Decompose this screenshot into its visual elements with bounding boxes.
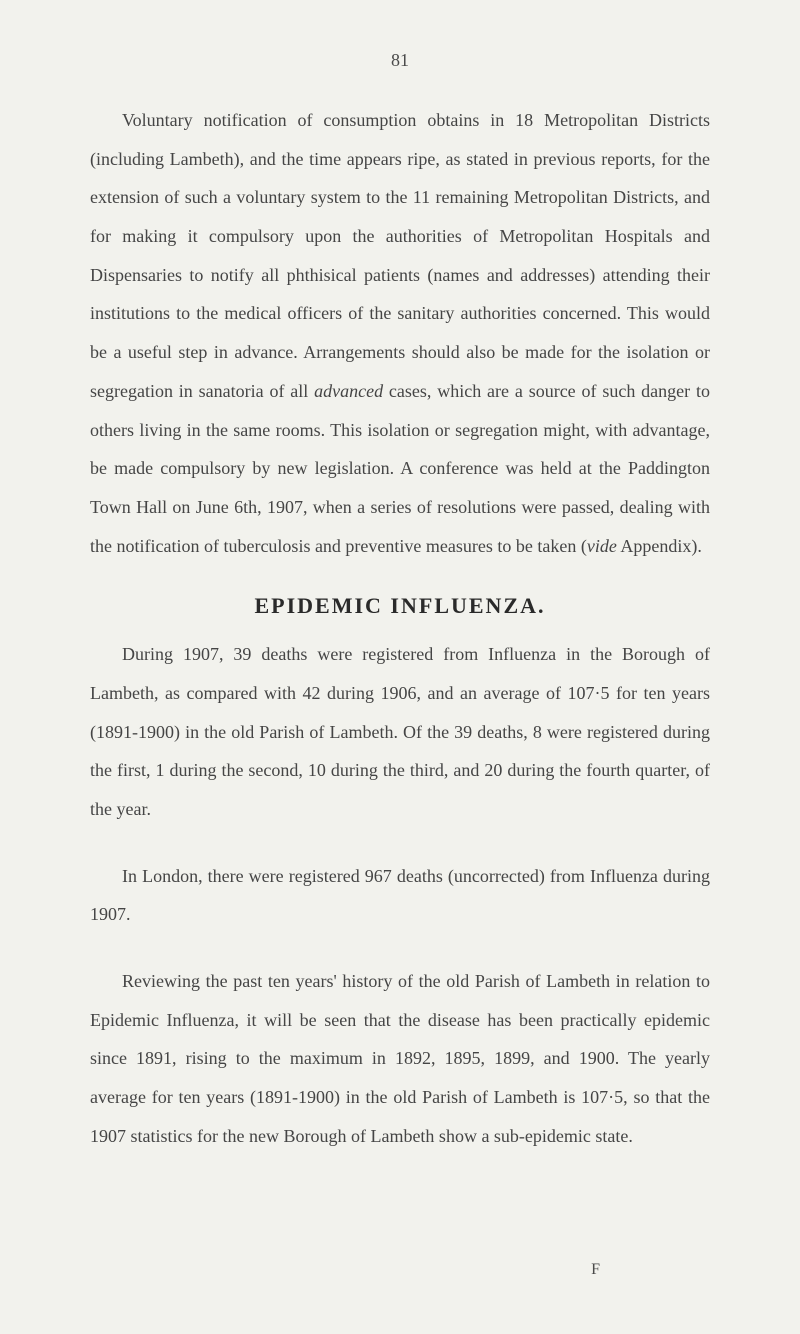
paragraph-2: During 1907, 39 deaths were registered f… xyxy=(90,635,710,828)
p1-text-1: Voluntary notification of consumption ob… xyxy=(90,110,710,401)
p1-text-3: Appendix). xyxy=(617,536,702,556)
paragraph-4: Reviewing the past ten years' history of… xyxy=(90,962,710,1155)
p1-italic-1: advanced xyxy=(314,381,383,401)
section-heading: EPIDEMIC INFLUENZA. xyxy=(90,593,710,619)
footer-signature: F xyxy=(591,1261,600,1279)
p1-italic-2: vide xyxy=(587,536,617,556)
paragraph-1: Voluntary notification of consumption ob… xyxy=(90,101,710,565)
page-number: 81 xyxy=(90,50,710,71)
paragraph-3: In London, there were registered 967 dea… xyxy=(90,857,710,934)
p1-text-2: cases, which are a source of such danger… xyxy=(90,381,710,556)
